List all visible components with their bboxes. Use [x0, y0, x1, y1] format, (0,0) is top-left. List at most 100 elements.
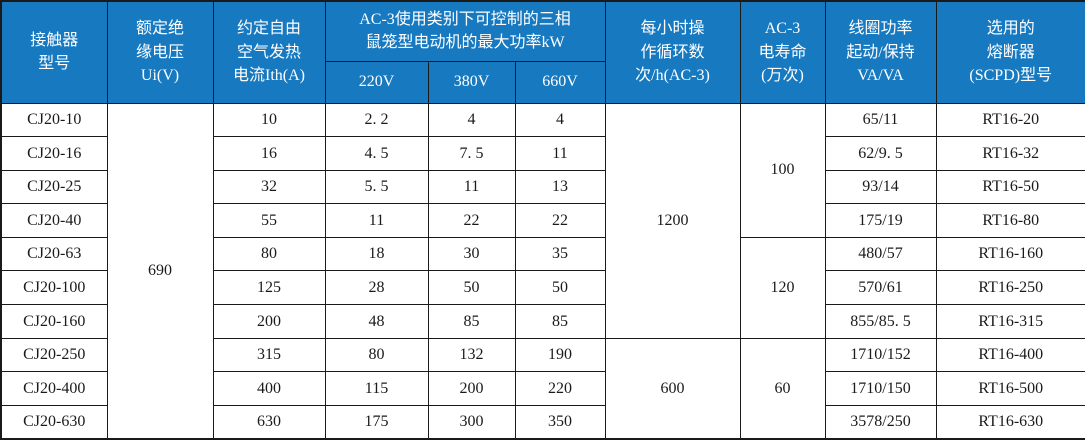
cell-220v: 80 — [324, 337, 429, 373]
cell-660v: 22 — [514, 203, 606, 238]
table-row: CJ20-160 200 48 85 85 855/85. 5 RT16-315 — [0, 304, 1085, 339]
cell-coil: 3578/250 — [824, 404, 937, 440]
header-cycles: 每小时操 作循环数 次/h(AC-3) — [604, 0, 741, 104]
cell-ith: 55 — [212, 203, 326, 238]
cell-fuse: RT16-315 — [935, 304, 1085, 339]
cell-ith: 32 — [212, 169, 326, 205]
cell-model: CJ20-400 — [0, 371, 108, 406]
cell-660v: 350 — [514, 404, 606, 440]
cell-model: CJ20-160 — [0, 304, 108, 339]
cell-660v: 4 — [514, 102, 606, 138]
table-row: CJ20-630 630 175 300 350 3578/250 RT16-6… — [0, 404, 1085, 440]
cell-ith: 630 — [212, 404, 326, 440]
table-row: CJ20-63 80 18 30 35 120 480/57 RT16-160 — [0, 236, 1085, 339]
header-thermal-current: 约定自由 空气发热 电流Ith(A) — [212, 0, 326, 104]
cell-model: CJ20-630 — [0, 404, 108, 440]
cell-fuse: RT16-250 — [935, 270, 1085, 306]
cell-220v: 115 — [324, 371, 429, 406]
cell-life: 60 — [739, 337, 826, 440]
cell-fuse: RT16-630 — [935, 404, 1085, 440]
cell-380v: 11 — [427, 169, 516, 205]
cell-ith: 16 — [212, 136, 326, 171]
table-row: CJ20-40 55 11 22 22 175/19 RT16-80 — [0, 203, 1085, 238]
cell-220v: 5. 5 — [324, 169, 429, 205]
cell-coil: 65/11 — [824, 102, 937, 138]
cell-coil: 480/57 — [824, 236, 937, 272]
table-row: CJ20-250 315 80 132 190 600 60 1710/152 … — [0, 337, 1085, 440]
cell-380v: 200 — [427, 371, 516, 406]
header-model: 接触器 型号 — [0, 0, 108, 104]
header-380v: 380V — [427, 60, 516, 104]
cell-220v: 48 — [324, 304, 429, 339]
header-ac3-power-group: AC-3使用类别下可控制的三相 鼠笼型电动机的最大功率kW — [324, 0, 606, 62]
table-header: 接触器 型号 额定绝 缘电压 Ui(V) 约定自由 空气发热 电流Ith(A) … — [0, 0, 1085, 104]
cell-220v: 11 — [324, 203, 429, 238]
cell-220v: 18 — [324, 236, 429, 272]
cell-model: CJ20-100 — [0, 270, 108, 306]
cell-660v: 11 — [514, 136, 606, 171]
cell-cycles: 1200 — [604, 102, 741, 339]
table-body: CJ20-10 690 10 2. 2 4 4 1200 100 65/11 R… — [0, 102, 1085, 440]
cell-220v: 2. 2 — [324, 102, 429, 138]
cell-cycles: 600 — [604, 337, 741, 440]
cell-model: CJ20-40 — [0, 203, 108, 238]
cell-380v: 7. 5 — [427, 136, 516, 171]
cell-380v: 132 — [427, 337, 516, 373]
cell-660v: 13 — [514, 169, 606, 205]
cell-660v: 35 — [514, 236, 606, 272]
cell-ith: 125 — [212, 270, 326, 306]
cell-coil: 570/61 — [824, 270, 937, 306]
header-660v: 660V — [514, 60, 606, 104]
cell-fuse: RT16-160 — [935, 236, 1085, 272]
header-insulation-voltage: 额定绝 缘电压 Ui(V) — [106, 0, 214, 104]
cell-insulation-voltage: 690 — [106, 102, 214, 440]
cell-380v: 22 — [427, 203, 516, 238]
cell-model: CJ20-25 — [0, 169, 108, 205]
cell-model: CJ20-250 — [0, 337, 108, 373]
cell-coil: 1710/150 — [824, 371, 937, 406]
cell-380v: 30 — [427, 236, 516, 272]
cell-fuse: RT16-20 — [935, 102, 1085, 138]
cell-ith: 315 — [212, 337, 326, 373]
table-row: CJ20-400 400 115 200 220 1710/150 RT16-5… — [0, 371, 1085, 406]
cell-fuse: RT16-32 — [935, 136, 1085, 171]
cell-coil: 62/9. 5 — [824, 136, 937, 171]
cell-fuse: RT16-500 — [935, 371, 1085, 406]
cell-model: CJ20-63 — [0, 236, 108, 272]
cell-fuse: RT16-50 — [935, 169, 1085, 205]
cell-660v: 50 — [514, 270, 606, 306]
cell-model: CJ20-10 — [0, 102, 108, 138]
cell-ith: 400 — [212, 371, 326, 406]
table-row: CJ20-10 690 10 2. 2 4 4 1200 100 65/11 R… — [0, 102, 1085, 440]
cell-660v: 85 — [514, 304, 606, 339]
header-fuse: 选用的 熔断器 (SCPD)型号 — [935, 0, 1085, 104]
table-row: CJ20-16 16 4. 5 7. 5 11 62/9. 5 RT16-32 — [0, 136, 1085, 171]
cell-life: 100 — [739, 102, 826, 238]
header-coil-power: 线圈功率 起动/保持 VA/VA — [824, 0, 937, 104]
cell-model: CJ20-16 — [0, 136, 108, 171]
cell-life: 120 — [739, 236, 826, 339]
cell-coil: 93/14 — [824, 169, 937, 205]
cell-ith: 200 — [212, 304, 326, 339]
cell-380v: 300 — [427, 404, 516, 440]
cell-ith: 10 — [212, 102, 326, 138]
cell-coil: 1710/152 — [824, 337, 937, 373]
cell-fuse: RT16-80 — [935, 203, 1085, 238]
cell-380v: 4 — [427, 102, 516, 138]
cell-ith: 80 — [212, 236, 326, 272]
cell-660v: 190 — [514, 337, 606, 373]
cell-380v: 50 — [427, 270, 516, 306]
cell-fuse: RT16-400 — [935, 337, 1085, 373]
cell-220v: 175 — [324, 404, 429, 440]
cell-coil: 855/85. 5 — [824, 304, 937, 339]
table-row: CJ20-100 125 28 50 50 570/61 RT16-250 — [0, 270, 1085, 306]
header-electrical-life: AC-3 电寿命 (万次) — [739, 0, 826, 104]
cell-660v: 220 — [514, 371, 606, 406]
table-row: CJ20-25 32 5. 5 11 13 93/14 RT16-50 — [0, 169, 1085, 205]
header-220v: 220V — [324, 60, 429, 104]
cell-220v: 28 — [324, 270, 429, 306]
cell-220v: 4. 5 — [324, 136, 429, 171]
cell-coil: 175/19 — [824, 203, 937, 238]
